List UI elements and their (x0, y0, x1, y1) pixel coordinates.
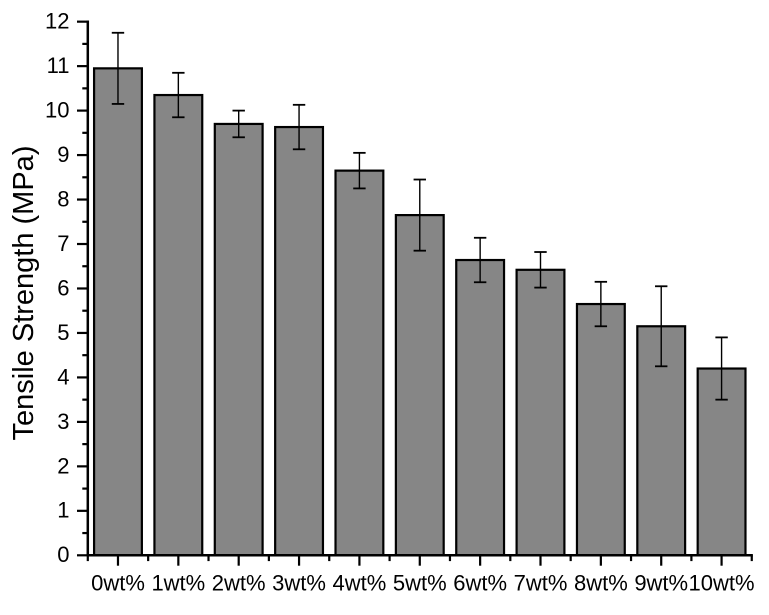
svg-text:0wt%: 0wt% (91, 571, 145, 596)
svg-text:2wt%: 2wt% (212, 571, 266, 596)
svg-text:8: 8 (57, 186, 69, 211)
svg-text:7wt%: 7wt% (514, 571, 568, 596)
svg-text:11: 11 (47, 53, 70, 78)
svg-text:7: 7 (57, 231, 69, 256)
svg-text:8wt%: 8wt% (574, 571, 628, 596)
svg-text:4: 4 (57, 364, 69, 389)
svg-text:10wt%: 10wt% (689, 571, 755, 596)
svg-text:Tensile Strength (MPa): Tensile Strength (MPa) (8, 146, 40, 441)
svg-text:4wt%: 4wt% (333, 571, 387, 596)
svg-text:3: 3 (57, 409, 69, 434)
svg-text:0: 0 (57, 542, 69, 567)
svg-text:3wt%: 3wt% (272, 571, 326, 596)
svg-text:9wt%: 9wt% (634, 571, 688, 596)
svg-text:1: 1 (57, 498, 69, 523)
svg-text:5wt%: 5wt% (393, 571, 447, 596)
svg-text:10: 10 (45, 98, 69, 123)
svg-text:1wt%: 1wt% (151, 571, 205, 596)
svg-text:6: 6 (57, 275, 69, 300)
svg-text:2: 2 (57, 453, 69, 478)
svg-text:9: 9 (57, 142, 69, 167)
svg-text:5: 5 (57, 320, 69, 345)
svg-text:6wt%: 6wt% (453, 571, 507, 596)
svg-text:12: 12 (45, 9, 69, 34)
